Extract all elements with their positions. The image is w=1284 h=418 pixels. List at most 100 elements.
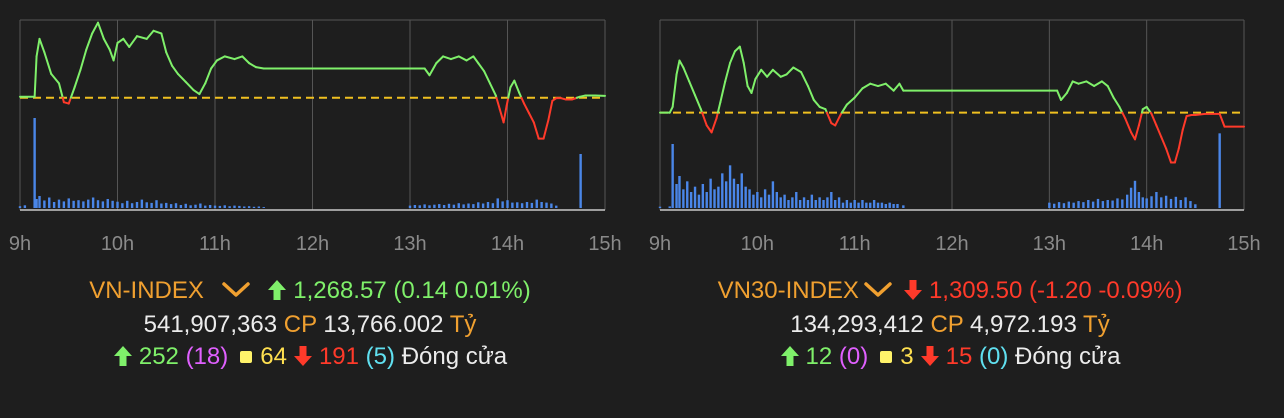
volume-bar — [72, 200, 75, 208]
volume-bar — [763, 189, 767, 208]
volume-bar — [1155, 192, 1158, 208]
volume-bar — [496, 198, 499, 208]
cp-label: CP — [930, 311, 964, 338]
volume-bar — [826, 197, 829, 208]
volume-bar — [1121, 199, 1124, 208]
arrow-up-icon — [113, 345, 133, 374]
volume-bar — [849, 202, 852, 208]
volume-bar — [876, 202, 880, 208]
volume-bar — [442, 205, 446, 208]
price-segment — [792, 66, 803, 74]
price-segment — [1181, 115, 1188, 132]
volume-bar — [477, 202, 480, 208]
volume-bar — [121, 203, 124, 208]
index-name[interactable]: VN30-INDEX — [717, 277, 859, 304]
price-segment — [701, 111, 708, 127]
volume-bar — [675, 184, 678, 208]
volume-bar — [91, 197, 95, 208]
volume-bar — [23, 205, 27, 208]
price-segment — [1173, 147, 1180, 164]
volume-bar — [744, 186, 747, 208]
volume-bar — [701, 184, 705, 208]
x-tick-label: 10h — [741, 233, 774, 255]
x-tick-label: 13h — [1033, 233, 1066, 255]
price-segment — [35, 37, 41, 58]
volume-bar — [413, 205, 417, 208]
volume-bar — [795, 192, 798, 208]
unchanged-square-icon — [880, 351, 893, 363]
volume-bar — [1072, 202, 1075, 208]
price-segment — [1137, 111, 1143, 127]
price-segment — [91, 21, 99, 35]
price-segment — [705, 124, 713, 134]
volume-bar — [1057, 202, 1061, 208]
price-segment — [1145, 105, 1152, 114]
volume-bar — [462, 204, 465, 208]
price-segment — [233, 55, 244, 61]
price-segment — [97, 21, 105, 40]
volume-bar — [18, 206, 22, 208]
volume-bar — [896, 204, 899, 208]
volume-bar — [837, 197, 841, 208]
price-segment — [678, 59, 685, 69]
volume-bar — [238, 205, 241, 208]
volume-bar — [1048, 202, 1051, 208]
volume-bar — [150, 202, 153, 208]
volume-bar — [1062, 203, 1066, 208]
price-segment — [800, 71, 809, 88]
index-name[interactable]: VN-INDEX — [89, 277, 204, 304]
volume-bar — [579, 154, 582, 208]
vn30-index-header-row: VN30-INDEX 1,309.50 (-1.20 -0.09%) — [640, 277, 1260, 308]
arrow-up-icon — [267, 279, 287, 308]
unchanged-square-icon — [240, 351, 253, 363]
unchanged-count: 3 — [900, 343, 914, 370]
volume-bar — [511, 202, 514, 208]
chevron-down-icon[interactable] — [863, 278, 893, 306]
volume-bar — [486, 202, 490, 208]
volume-bar — [767, 194, 771, 208]
price-segment — [136, 35, 148, 40]
price-segment — [128, 35, 138, 48]
volume-bar — [779, 197, 782, 208]
volume-bar — [160, 203, 163, 208]
volume-bar — [717, 186, 720, 208]
price-segment — [869, 82, 880, 88]
volume-bar — [106, 199, 109, 208]
price-segment — [50, 72, 60, 85]
price-segment — [578, 94, 587, 98]
x-tick-label: 11h — [199, 233, 231, 255]
volume-bar — [184, 203, 187, 208]
market-status: Đóng cửa — [1015, 343, 1121, 370]
arrow-up-icon — [780, 345, 800, 374]
price-segment — [435, 55, 445, 65]
volume-bar — [169, 204, 173, 208]
chevron-down-icon[interactable] — [221, 278, 251, 306]
volume-bar — [775, 192, 778, 208]
x-tick-label: 15h — [1227, 233, 1260, 255]
price-segment — [877, 82, 887, 88]
volume-bar — [257, 206, 261, 208]
price-segment — [1071, 80, 1080, 85]
price-segment — [671, 73, 678, 108]
price-segment — [1100, 80, 1109, 88]
price-segment — [724, 61, 732, 83]
volume-bar — [732, 178, 736, 208]
vn-index-volume-row: 541,907,363 CP 13,766.002 Tỷ — [0, 311, 620, 339]
volume-bar — [252, 206, 256, 208]
volume-bar — [682, 189, 685, 208]
price-segment — [210, 59, 218, 70]
volume-bar — [540, 202, 543, 208]
volume-bar — [467, 203, 470, 208]
price-segment — [495, 96, 501, 110]
price-segment — [58, 82, 64, 99]
price-segment — [204, 67, 213, 85]
volume-bar — [1133, 180, 1137, 208]
volume-bar — [671, 144, 674, 208]
index-value: 1,268.57 — [293, 277, 387, 304]
volume-bar — [481, 203, 485, 208]
x-tick-label: 9h — [9, 233, 31, 255]
index-value: 1,309.50 — [928, 277, 1023, 304]
price-segment — [818, 105, 827, 111]
price-segment — [812, 98, 821, 108]
unit-label: Tỷ — [1083, 311, 1110, 338]
